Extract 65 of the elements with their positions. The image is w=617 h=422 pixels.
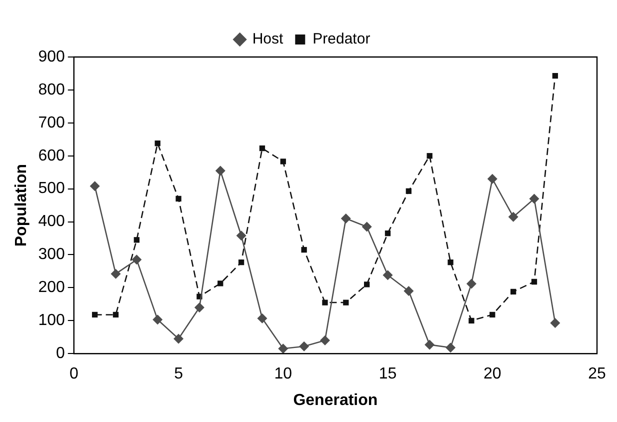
point — [152, 314, 163, 325]
point — [215, 166, 226, 176]
point — [552, 72, 558, 79]
point — [92, 312, 98, 318]
point — [280, 158, 286, 164]
point — [550, 318, 560, 328]
legend-label: Host — [252, 30, 284, 48]
point — [466, 278, 476, 289]
y-tick-label: 500 — [38, 180, 65, 198]
point — [508, 212, 518, 222]
y-tick-label: 900 — [38, 48, 65, 66]
x-tick-label: 25 — [588, 366, 606, 383]
y-tick-label: 200 — [38, 279, 65, 296]
point — [426, 153, 432, 159]
legend-label: Predator — [312, 30, 370, 48]
point — [301, 246, 307, 253]
point — [320, 335, 330, 346]
point — [278, 344, 288, 354]
point — [446, 342, 456, 353]
y-tick-label: 800 — [38, 81, 65, 98]
x-tick-label: 20 — [483, 366, 502, 383]
point — [364, 282, 370, 288]
point — [134, 237, 140, 243]
point — [112, 312, 119, 318]
y-tick-label: 100 — [38, 312, 65, 330]
point — [132, 254, 142, 265]
point — [382, 270, 393, 280]
point — [322, 300, 328, 306]
point — [529, 194, 540, 204]
point — [362, 222, 372, 232]
point — [404, 286, 414, 296]
point — [174, 334, 184, 344]
point — [406, 188, 412, 194]
point — [176, 196, 182, 202]
point — [110, 268, 121, 279]
point — [238, 259, 244, 266]
x-tick-label: 0 — [69, 366, 78, 383]
y-tick-label: 0 — [56, 345, 65, 362]
point — [257, 313, 268, 324]
point — [299, 341, 310, 352]
point — [340, 213, 351, 224]
point — [448, 259, 454, 266]
x-tick-label: 10 — [274, 366, 292, 383]
point — [194, 302, 204, 312]
y-tick-label: 300 — [38, 246, 65, 264]
point — [236, 230, 246, 241]
x-tick-label: 5 — [174, 366, 184, 383]
y-tick-label: 600 — [38, 147, 65, 164]
point — [468, 318, 474, 324]
point — [510, 288, 516, 294]
point — [490, 312, 496, 318]
x-tick-label: 15 — [378, 366, 397, 383]
point — [487, 174, 498, 184]
y-tick-label: 400 — [38, 213, 65, 230]
point — [154, 140, 160, 146]
point — [424, 340, 435, 350]
point — [384, 230, 391, 236]
y-tick-label: 700 — [38, 114, 65, 132]
point — [90, 181, 100, 192]
x-axis-title: Generation — [293, 392, 378, 409]
point — [531, 278, 538, 285]
y-axis-title: Population — [13, 164, 30, 247]
point — [259, 145, 266, 152]
point — [218, 280, 224, 286]
point — [343, 300, 349, 306]
